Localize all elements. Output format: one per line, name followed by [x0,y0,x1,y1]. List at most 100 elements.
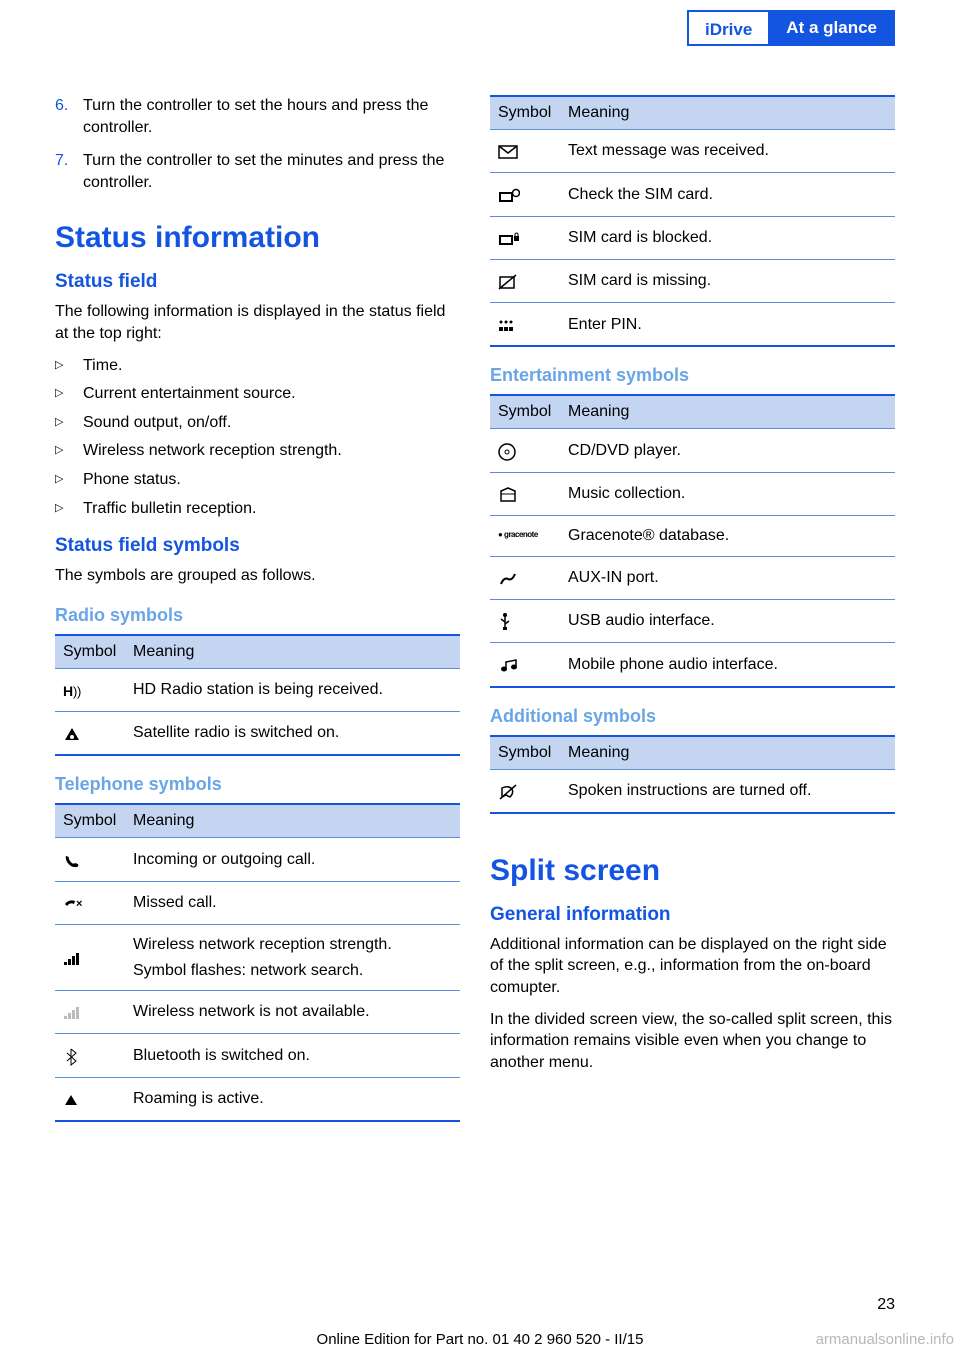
table-header-row: Symbol Meaning [490,395,895,429]
bullet-icon: ▷ [55,469,83,491]
step-text: Turn the controller to set the hours and… [83,95,460,138]
cd-dvd-icon [490,429,560,472]
page-number: 23 [877,1296,895,1314]
heading-split-screen: Split screen [490,854,895,888]
meaning: Bluetooth is switched on. [125,1034,460,1077]
meaning: AUX-IN port. [560,556,895,599]
right-column: Symbol Meaning Text message was received… [490,95,895,1122]
meaning-line-1: Wireless network reception strength. [133,934,452,956]
header-at-a-glance: At a glance [768,10,895,46]
symbols-intro: The symbols are grouped as follows. [55,565,460,587]
step-7: 7. Turn the controller to set the minute… [55,150,460,193]
heading-entertainment-symbols: Entertainment symbols [490,365,895,386]
col-symbol: Symbol [490,395,560,429]
col-meaning: Meaning [560,736,895,770]
meaning: Mobile phone audio interface. [560,643,895,687]
table-row: Text message was received. [490,130,895,173]
watermark: armanualsonline.info [816,1331,954,1348]
col-symbol: Symbol [55,635,125,669]
list-item: ▷Traffic bulletin reception. [55,498,460,520]
heading-status-information: Status information [55,221,460,255]
list-text: Time. [83,355,122,377]
meaning: Text message was received. [560,130,895,173]
enter-pin-icon [490,303,560,347]
gracenote-icon: ● gracenote [490,516,560,557]
bullet-icon: ▷ [55,440,83,462]
svg-text:): ) [77,684,81,699]
heading-additional-symbols: Additional symbols [490,706,895,727]
step-6: 6. Turn the controller to set the hours … [55,95,460,138]
list-item: ▷Sound output, on/off. [55,412,460,434]
message-icon [490,130,560,173]
additional-symbols-table: Symbol Meaning Spoken instructions are t… [490,735,895,814]
roaming-icon [55,1077,125,1121]
meaning: HD Radio station is being received. [125,668,460,711]
heading-radio-symbols: Radio symbols [55,605,460,626]
general-p1: Additional information can be displayed … [490,934,895,999]
table-row: Bluetooth is switched on. [55,1034,460,1077]
table-row: AUX-IN port. [490,556,895,599]
list-text: Phone status. [83,469,181,491]
telephone-symbols-table: Symbol Meaning Incoming or outgoing call… [55,803,460,1122]
col-symbol: Symbol [490,736,560,770]
col-meaning: Meaning [125,804,460,838]
table-row: Check the SIM card. [490,173,895,216]
meaning-line-2: Symbol flashes: network search. [133,960,452,982]
heading-telephone-symbols: Telephone symbols [55,774,460,795]
table-row: USB audio interface. [490,599,895,642]
meaning: Incoming or outgoing call. [125,838,460,881]
hd-radio-icon: H)) [55,668,125,711]
list-text: Current entertainment source. [83,383,296,405]
meaning: Wireless network reception strength. Sym… [125,924,460,990]
bluetooth-icon [55,1034,125,1077]
meaning: Satellite radio is switched on. [125,712,460,756]
list-item: ▷Current entertainment source. [55,383,460,405]
meaning: Wireless network is not available. [125,991,460,1034]
usb-icon [490,599,560,642]
sim-missing-icon [490,259,560,302]
table-row: CD/DVD player. [490,429,895,472]
left-column: 6. Turn the controller to set the hours … [55,95,460,1122]
meaning: Check the SIM card. [560,173,895,216]
meaning: Gracenote® database. [560,516,895,557]
meaning: Roaming is active. [125,1077,460,1121]
svg-text:×: × [76,898,82,910]
bullet-icon: ▷ [55,383,83,405]
satellite-icon [55,712,125,756]
table-row: SIM card is blocked. [490,216,895,259]
voice-off-icon [490,769,560,813]
list-item: ▷Time. [55,355,460,377]
table-header-row: Symbol Meaning [55,635,460,669]
table-row: Spoken instructions are turned off. [490,769,895,813]
table-row: Music collection. [490,472,895,515]
meaning: Enter PIN. [560,303,895,347]
heading-general-information: General information [490,904,895,926]
table-row: Wireless network reception strength. Sym… [55,924,460,990]
table-header-row: Symbol Meaning [55,804,460,838]
header-idrive: iDrive [687,10,768,46]
col-meaning: Meaning [560,395,895,429]
mobile-audio-icon [490,643,560,687]
table-row: Satellite radio is switched on. [55,712,460,756]
table-row: Roaming is active. [55,1077,460,1121]
no-signal-icon [55,991,125,1034]
table-row: Mobile phone audio interface. [490,643,895,687]
status-field-intro: The following information is displayed i… [55,301,460,344]
table-row: Enter PIN. [490,303,895,347]
col-symbol: Symbol [55,804,125,838]
step-text: Turn the controller to set the minutes a… [83,150,460,193]
meaning: Missed call. [125,881,460,924]
meaning: Music collection. [560,472,895,515]
music-collection-icon [490,472,560,515]
signal-strength-icon [55,924,125,990]
step-number: 7. [55,150,83,193]
meaning: SIM card is missing. [560,259,895,302]
bullet-icon: ▷ [55,355,83,377]
entertainment-symbols-table: Symbol Meaning CD/DVD player. Music coll… [490,394,895,687]
missed-call-icon: × [55,881,125,924]
meaning: CD/DVD player. [560,429,895,472]
meaning: USB audio interface. [560,599,895,642]
table-row: Incoming or outgoing call. [55,838,460,881]
table-row: Wireless network is not available. [55,991,460,1034]
meaning: SIM card is blocked. [560,216,895,259]
